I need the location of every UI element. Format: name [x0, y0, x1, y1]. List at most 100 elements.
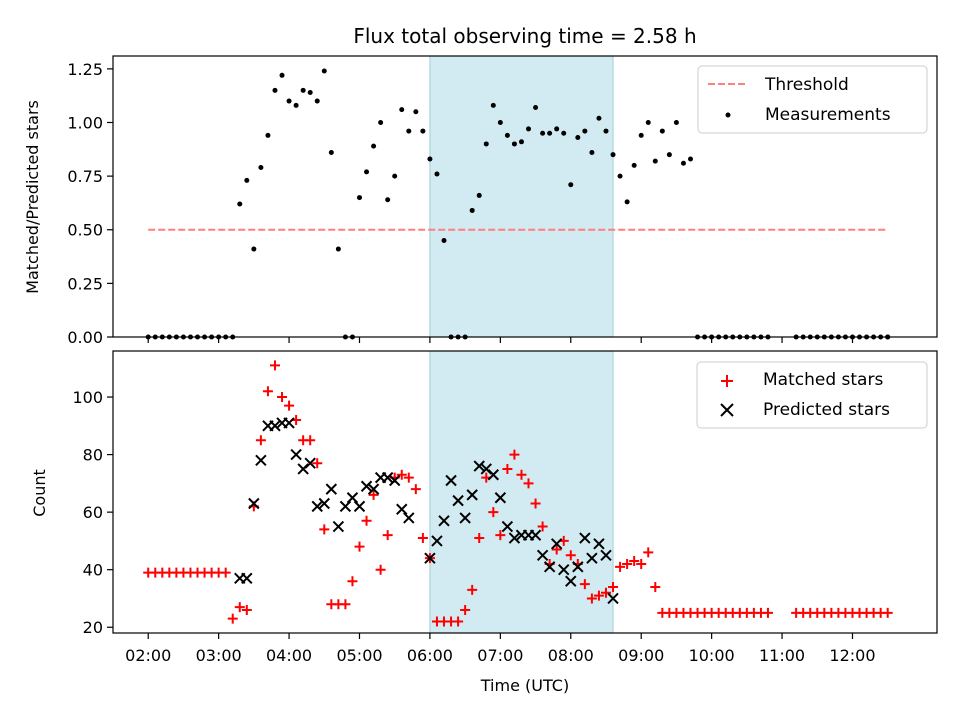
matched-star-point [882, 607, 893, 618]
measurement-point [666, 152, 672, 158]
measurement-point [406, 128, 412, 134]
measurement-point [258, 165, 264, 171]
bottom-y-tick-label: 40 [83, 561, 103, 580]
matched-star-point [593, 590, 604, 601]
bottom-plot-marks [143, 360, 893, 627]
predicted-star-point [367, 483, 380, 495]
matched-star-point [523, 478, 534, 489]
matched-star-point [509, 449, 520, 460]
predicted-star-point [304, 457, 316, 469]
matched-star-point [241, 604, 252, 615]
measurement-point [293, 102, 299, 108]
measurement-point [554, 126, 560, 132]
matched-star-point [312, 458, 323, 469]
matched-star-point [636, 558, 647, 569]
predicted-star-point [403, 512, 415, 524]
matched-star-point [474, 533, 485, 544]
measurement-point [300, 87, 306, 93]
predicted-star-point [431, 535, 443, 547]
predicted-star-point [311, 500, 323, 513]
legend-predicted-label: Predicted stars [763, 400, 890, 420]
measurement-point [582, 128, 588, 134]
matched-star-point [762, 607, 773, 618]
predicted-star-point [424, 552, 436, 564]
matched-star-point [565, 550, 576, 561]
matched-star-point [361, 515, 372, 526]
x-tick-label: 03:00 [196, 646, 242, 665]
measurement-point [286, 98, 292, 104]
top-y-tick-label: 0.25 [67, 274, 103, 293]
matched-star-point [586, 593, 597, 604]
measurement-point [272, 87, 278, 93]
matched-star-point [417, 533, 428, 544]
matched-star-point [227, 613, 238, 624]
measurement-point [265, 132, 271, 138]
bottom-y-tick-label: 60 [83, 503, 103, 522]
predicted-star-point [586, 552, 598, 564]
predicted-star-point [565, 575, 577, 587]
measurement-point [680, 160, 686, 166]
matched-star-point [284, 400, 295, 411]
matched-star-point [537, 521, 548, 532]
predicted-star-point [255, 454, 267, 467]
measurements-legend-swatch [725, 112, 731, 118]
top-y-tick-label: 0.50 [67, 221, 103, 240]
predicted-star-point [248, 497, 260, 510]
matched-star-point [220, 567, 231, 578]
measurement-point [413, 109, 419, 115]
measurement-point [533, 104, 539, 110]
chart-title: Flux total observing time = 2.58 h [353, 24, 696, 48]
measurement-point [596, 115, 602, 121]
measurement-point [497, 119, 503, 125]
predicted-star-point [494, 492, 507, 504]
measurement-point [385, 197, 391, 203]
matched-star-point [495, 530, 506, 541]
measurement-point [364, 169, 370, 175]
measurement-point [490, 102, 496, 108]
measurement-point [511, 141, 517, 147]
measurement-point [568, 182, 574, 188]
measurement-point [441, 237, 447, 243]
predicted-star-point [452, 494, 464, 507]
predicted-star-point [487, 469, 500, 481]
top-y-tick-label: 0.00 [67, 328, 103, 347]
matched-star-point [615, 561, 626, 572]
measurement-point [427, 156, 433, 162]
measurement-point [547, 130, 553, 136]
bottom-shaded-region [429, 350, 614, 634]
predicted-star-point [325, 483, 338, 495]
measurement-point [399, 107, 405, 113]
measurement-point [469, 207, 475, 213]
predicted-star-point [607, 592, 619, 605]
predicted-star-point [543, 561, 556, 573]
predicted-star-point [389, 474, 401, 487]
x-tick-label: 06:00 [407, 646, 453, 665]
predicted-star-point [290, 448, 302, 461]
matched-star-point [262, 386, 273, 397]
matched-star-point [347, 576, 358, 587]
matched-star-point [403, 472, 414, 483]
bottom-legend: Matched stars Predicted stars [696, 361, 928, 429]
measurement-point [237, 201, 243, 207]
matched-star-point [382, 530, 393, 541]
bottom-y-tick-label: 80 [83, 446, 103, 465]
predicted-star-point [353, 500, 366, 513]
matched-legend-swatch [721, 375, 733, 387]
measurement-point [279, 72, 285, 78]
predicted-star-point [508, 532, 521, 544]
bottom-y-tick-label: 20 [83, 618, 103, 637]
measurement-point [617, 173, 623, 179]
measurement-point [321, 68, 327, 74]
x-tick-label: 10:00 [689, 646, 735, 665]
x-tick-label: 04:00 [266, 646, 312, 665]
predicted-star-point [593, 538, 605, 550]
x-tick-label: 12:00 [829, 646, 875, 665]
measurement-point [356, 195, 362, 201]
measurement-point [526, 126, 532, 132]
predicted-star-point [241, 572, 253, 585]
measurement-point [476, 192, 482, 198]
matched-star-point [622, 558, 633, 569]
predicted-star-point [318, 497, 330, 510]
matched-star-point [354, 541, 365, 552]
